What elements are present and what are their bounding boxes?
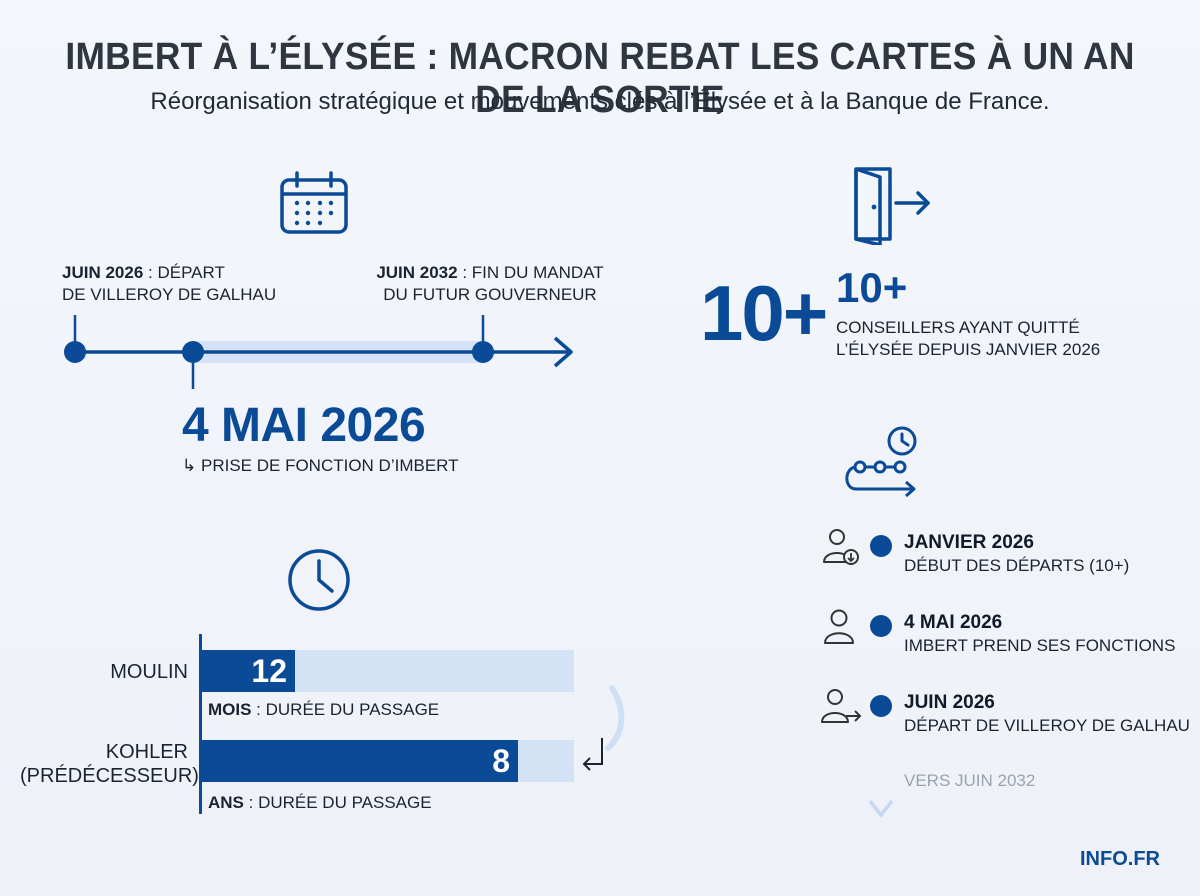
advisors-caption: CONSEILLERS AYANT QUITTÉ L’ÉLYSÉE DEPUIS… (836, 318, 1101, 359)
advisors-big-number: 10+ (700, 269, 828, 357)
bar-track-moulin: 12 (202, 650, 574, 692)
clock-icon (286, 547, 352, 613)
unit-kohler: ANS : DURÉE DU PASSAGE (208, 793, 432, 812)
page-subtitle: Réorganisation stratégique et mouvements… (150, 88, 1050, 115)
bar-kohler (202, 740, 518, 782)
mandate-timeline (55, 305, 585, 395)
timeline-dot-mandate-end (472, 341, 494, 363)
event-desc-jan: DÉBUT DES DÉPARTS (10+) (904, 556, 1130, 575)
person-down-icon (822, 528, 862, 568)
event-desc-may: IMBERT PREND SES FONCTIONS (904, 636, 1176, 655)
events-timeline-line (866, 535, 896, 825)
person-exit-icon (820, 688, 864, 728)
event-date-june: JUIN 2026 (904, 692, 995, 713)
label-mandate-end: JUIN 2032 : FIN DU MANDAT DU FUTUR GOUVE… (376, 263, 604, 304)
bar-track-kohler: 8 (202, 740, 574, 782)
event-desc-june: DÉPART DE VILLEROY DE GALHAU (904, 716, 1190, 735)
advisors-number: 10+ (836, 264, 908, 311)
brand-logo: INFO.FR (1080, 848, 1160, 870)
imbert-start-caption: ↳ PRISE DE FONCTION D’IMBERT (182, 456, 459, 475)
bar-value-moulin: 12 (251, 653, 287, 689)
calendar-icon (279, 170, 349, 236)
event-date-jan: JANVIER 2026 (904, 532, 1034, 553)
unit-moulin: MOIS : DURÉE DU PASSAGE (208, 700, 440, 719)
label-villeroy-departure: JUIN 2026 : DÉPART DE VILLEROY DE GALHAU (62, 263, 277, 304)
event-future: VERS JUIN 2032 (904, 771, 1036, 790)
bar-moulin (202, 650, 295, 692)
bar-value-kohler: 8 (492, 743, 510, 779)
event-date-may: 4 MAI 2026 (904, 612, 1003, 633)
timeline-dot-villeroy (64, 341, 86, 363)
row-label-moulin: MOULIN (110, 661, 188, 683)
curved-return-arrow-icon (578, 684, 626, 774)
page-title: IMBERT À L’ÉLYSÉE : MACRON REBAT LES CAR… (65, 36, 1135, 121)
imbert-start-date: 4 MAI 2026 (182, 399, 426, 452)
process-clock-icon (840, 425, 924, 499)
door-exit-icon (850, 165, 934, 247)
person-icon (822, 608, 862, 648)
timeline-dot-imbert (182, 341, 204, 363)
chart-axis (199, 634, 202, 814)
row-label-kohler: KOHLER (PRÉDÉCESSEUR) (20, 741, 199, 787)
